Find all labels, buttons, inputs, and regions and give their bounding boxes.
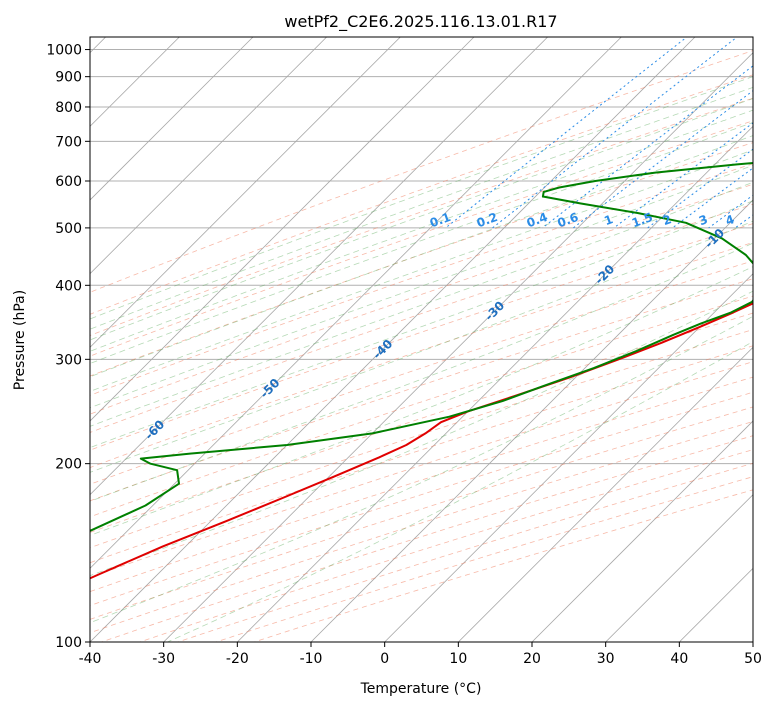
mixing-ratio-line — [672, 167, 753, 229]
y-tick-label: 300 — [55, 352, 82, 368]
mixing-ratio-label: 3 — [697, 212, 710, 228]
x-tick-label: 20 — [523, 651, 541, 667]
y-tick-label: 200 — [55, 457, 82, 473]
y-tick-label: 100 — [55, 635, 82, 651]
mixing-ratio-label: 0.2 — [475, 210, 500, 230]
moist-adiabat — [167, 341, 753, 642]
mixing-ratio-label: 6 — [762, 212, 775, 228]
moist-adiabat — [90, 135, 753, 378]
y-axis-label: Pressure (hPa) — [12, 290, 28, 390]
dry-adiabat — [90, 361, 753, 578]
x-tick-label: 50 — [744, 651, 762, 667]
isotherm--20 — [237, 125, 753, 642]
x-tick-label: 10 — [449, 651, 467, 667]
axes: -40 -30 -20 -10 0 10 20 30 40 50 1000 900 800 700 600 5… — [46, 43, 762, 667]
dry-adiabat — [90, 295, 753, 518]
isotherm-label: -70 — [24, 462, 49, 487]
isotherm--70 — [90, 37, 475, 422]
dry-adiabat — [176, 462, 753, 642]
dry-adiabat — [90, 391, 753, 607]
isotherm-40 — [679, 567, 753, 642]
isotherm--60 — [90, 37, 548, 496]
dry-adiabat — [138, 449, 753, 642]
isotherm-50 — [752, 641, 753, 642]
background-lines — [90, 37, 753, 642]
mixing-ratio-label: 1 — [602, 212, 615, 228]
mixing-ratio-line — [734, 214, 753, 229]
moist-adiabat — [90, 164, 753, 409]
dry-adiabat — [90, 242, 753, 468]
moist-adiabat — [90, 109, 753, 352]
dry-adiabat — [90, 97, 753, 336]
mixing-ratio-label: 0.6 — [556, 210, 581, 230]
moist-adiabat — [90, 242, 753, 502]
isotherm-30 — [605, 494, 753, 642]
data-lines — [90, 161, 753, 580]
isotherm-0 — [384, 273, 753, 642]
moist-adiabat — [90, 76, 753, 320]
moist-adiabat — [90, 315, 753, 624]
x-tick-label: -30 — [152, 651, 175, 667]
y-tick-label: 700 — [55, 134, 82, 150]
y-tick-label: 900 — [55, 70, 82, 86]
y-tick-label: 800 — [55, 100, 82, 116]
moist-adiabat — [90, 220, 753, 473]
mixing-ratio-line — [542, 65, 753, 229]
moist-adiabat — [90, 98, 753, 341]
dry-adiabat — [90, 74, 753, 315]
moist-adiabat — [90, 290, 753, 577]
mixing-ratio-label: 0.1 — [428, 210, 453, 230]
dry-adiabat — [100, 435, 753, 642]
isotherm-10 — [458, 346, 753, 642]
x-tick-label: -20 — [226, 651, 249, 667]
chart-title: wetPf2_C2E6.2025.116.13.01.R17 — [284, 12, 557, 32]
mixing-ratio-line — [445, 37, 688, 229]
mixing-ratio-line — [708, 194, 753, 229]
mixing-ratio-line — [492, 37, 738, 229]
isotherm--30 — [163, 52, 753, 642]
isotherm--10 — [310, 199, 753, 642]
moist-adiabat — [90, 266, 753, 536]
x-tick-label: 40 — [670, 651, 688, 667]
temperature-profile-line — [90, 302, 753, 580]
moist-adiabat — [90, 86, 753, 330]
x-tick-label: 30 — [597, 651, 615, 667]
moist-adiabat — [90, 181, 753, 427]
x-tick-label: -40 — [79, 651, 102, 667]
isotherm--40 — [90, 37, 696, 642]
y-tick-label: 400 — [55, 278, 82, 294]
mixing-ratio-label: 1.5 — [630, 210, 655, 230]
dry-adiabat — [90, 163, 753, 396]
isotherm-20 — [531, 420, 753, 642]
mixing-ratio-line — [647, 148, 753, 229]
y-tick-label: 500 — [55, 221, 82, 237]
dry-adiabat — [90, 345, 753, 564]
mixing-ratio-label: 4 — [724, 212, 737, 228]
isotherm--100 — [90, 37, 254, 201]
mixing-ratio-label: 0.4 — [525, 210, 550, 230]
line-labels: 0.10.20.40.611.52346810131620253036-100-… — [24, 210, 775, 487]
plot-frame — [89, 36, 754, 643]
y-tick-label: 600 — [55, 174, 82, 190]
mixing-ratio-label: 2 — [661, 212, 674, 228]
isotherm--90 — [90, 37, 327, 275]
moist-adiabat — [90, 121, 753, 364]
dry-adiabat — [252, 489, 753, 642]
x-tick-label: -10 — [300, 651, 323, 667]
dewpoint-profile-line — [90, 161, 753, 532]
moist-adiabat — [90, 200, 753, 449]
y-tick-label: 1000 — [46, 43, 82, 59]
dry-adiabat — [90, 312, 753, 533]
isotherm--50 — [90, 37, 622, 569]
isotherm--80 — [90, 37, 401, 348]
dry-adiabat — [90, 183, 753, 415]
x-tick-label: 0 — [380, 651, 389, 667]
moist-adiabat — [90, 149, 753, 392]
x-axis-label: Temperature (°C) — [360, 681, 482, 697]
